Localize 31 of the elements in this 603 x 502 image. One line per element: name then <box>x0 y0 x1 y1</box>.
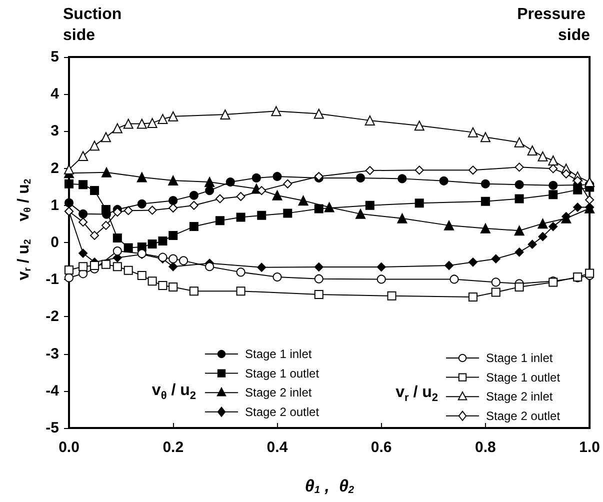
y-tick-label: -4 <box>46 382 60 400</box>
legend-label: Stage 1 outlet <box>245 366 320 380</box>
legend-label: Stage 1 outlet <box>486 370 561 384</box>
x-tick-label: 0.6 <box>370 439 392 456</box>
x-tick-label: 0.2 <box>162 439 184 456</box>
text: Pressure side <box>517 6 590 44</box>
y-tick-label: 4 <box>50 86 60 103</box>
x-tick-label: 1.0 <box>579 439 600 456</box>
legend-label: Stage 2 inlet <box>245 386 312 400</box>
x-tick-label: 0.4 <box>266 439 288 456</box>
text: vr / u2 vθ / u2 <box>16 178 34 280</box>
y-tick-label: -2 <box>46 308 59 326</box>
annotation: v$_{θ}$ / u$_{2}$ <box>152 382 196 404</box>
legend-label: Stage 2 outlet <box>486 408 561 423</box>
legend-label: Stage 2 outlet <box>245 404 320 419</box>
y-tick-label: -1 <box>46 271 59 288</box>
legend-label: Stage 1 inlet <box>486 351 554 365</box>
y-tick-label: 2 <box>50 160 59 177</box>
y-tick-label: -3 <box>46 345 59 362</box>
annotation: v$_{r}$ / u$_{2}$ <box>396 384 438 406</box>
legend-label: Stage 2 inlet <box>486 390 554 404</box>
x-tick-label: 0.0 <box>58 439 80 456</box>
legend-label: Stage 1 inlet <box>245 347 312 361</box>
text: Suction side <box>63 6 126 44</box>
y-tick-label: 1 <box>50 196 59 214</box>
x-axis-title: θ1 , θ2 <box>304 476 354 496</box>
y-tick-label: 5 <box>50 48 59 66</box>
x-tick-label: 0.8 <box>475 439 496 456</box>
y-tick-label: 3 <box>50 122 59 140</box>
y-tick-label: -5 <box>46 420 59 436</box>
y-tick-label: 0 <box>50 234 59 251</box>
